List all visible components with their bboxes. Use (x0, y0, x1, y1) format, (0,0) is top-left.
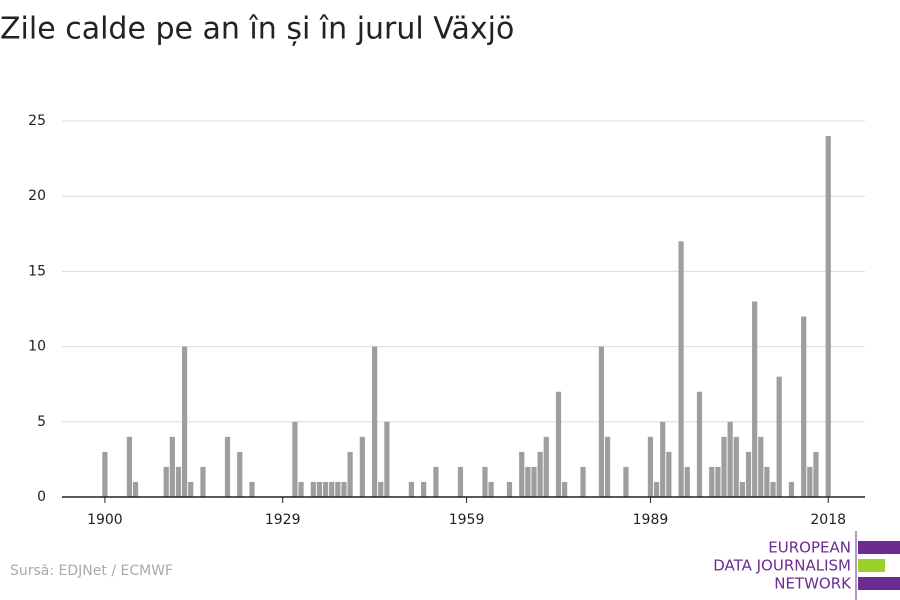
bar (329, 481, 335, 497)
bar (788, 481, 795, 497)
source: Sursă: EDJNet / ECMWF (10, 563, 173, 579)
bar (347, 451, 353, 497)
bar (224, 436, 231, 497)
x-tick-label: 2018 (810, 512, 846, 528)
bar (537, 451, 543, 497)
bar (433, 466, 439, 497)
bar (525, 466, 531, 497)
bar (181, 346, 188, 497)
bar (132, 481, 139, 497)
logo-text: DATA JOURNALISM (713, 557, 851, 575)
bar (102, 451, 108, 497)
bar (531, 466, 537, 497)
bar (727, 421, 733, 497)
bar (709, 466, 715, 497)
bar (666, 451, 672, 497)
bar (733, 436, 739, 497)
y-tick-label: 10 (28, 339, 46, 355)
bar (169, 436, 175, 497)
bar (237, 451, 243, 497)
bar (764, 466, 770, 497)
bar (292, 421, 298, 497)
bar (335, 481, 341, 497)
bar (580, 466, 586, 497)
bar (715, 466, 721, 497)
bar (739, 481, 746, 497)
x-tick-label: 1989 (633, 512, 669, 528)
bar (310, 481, 316, 497)
bar (378, 481, 384, 497)
bar (807, 466, 813, 497)
bar (384, 421, 390, 497)
bar (752, 301, 758, 497)
bar (506, 481, 513, 497)
x-tick-label: 1929 (265, 512, 301, 528)
bar (163, 466, 169, 497)
logo-text: NETWORK (774, 575, 852, 593)
logo-bar (858, 559, 885, 572)
bar (684, 466, 690, 497)
logo-text: EUROPEAN (768, 539, 851, 557)
bar (604, 436, 611, 497)
bar (562, 481, 568, 497)
bar (200, 466, 206, 497)
bar (555, 391, 562, 497)
y-tick-label: 0 (37, 489, 46, 505)
bar (696, 391, 703, 497)
chart-title: Zile calde pe an în și în jurul Växjö (0, 12, 514, 47)
y-tick-label: 20 (28, 188, 46, 204)
bar (745, 451, 752, 497)
bar (653, 481, 660, 497)
bar (801, 316, 807, 497)
bar (776, 376, 782, 497)
bar (825, 136, 831, 498)
bar (316, 481, 323, 497)
y-tick-label: 15 (28, 263, 46, 279)
logo-bar (858, 577, 900, 590)
bar (359, 436, 365, 497)
bar (598, 346, 605, 497)
bar (660, 421, 666, 497)
bar (322, 481, 329, 497)
bar (482, 466, 488, 497)
bar (341, 481, 347, 497)
y-tick-label: 25 (28, 113, 46, 129)
bar (543, 436, 549, 497)
x-tick-label: 1900 (87, 512, 123, 528)
bar (519, 451, 525, 497)
bar (488, 481, 494, 497)
bar (721, 436, 727, 497)
bar (175, 466, 182, 497)
bar (421, 481, 427, 497)
bar (813, 451, 819, 497)
bar (457, 466, 464, 497)
bar (249, 481, 255, 497)
bar (188, 481, 194, 497)
x-tick-label: 1959 (449, 512, 485, 528)
y-tick-label: 5 (37, 414, 46, 430)
bar (647, 436, 654, 497)
bar (298, 481, 304, 497)
bar (770, 481, 776, 497)
bar (623, 466, 629, 497)
bar (678, 241, 684, 497)
bar (408, 481, 415, 497)
bar (126, 436, 133, 497)
logo-bar (858, 541, 900, 554)
bar (758, 436, 764, 497)
bar (372, 346, 378, 497)
